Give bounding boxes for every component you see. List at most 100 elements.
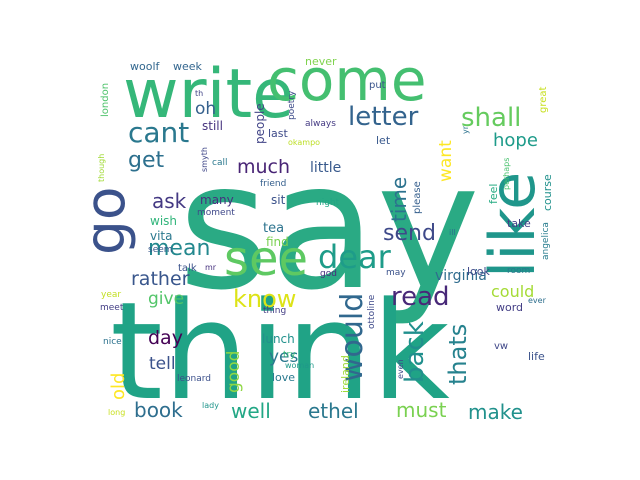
word-could: could: [491, 282, 534, 301]
word-many: many: [200, 193, 234, 207]
word-always: always: [305, 119, 336, 129]
word-would: would: [335, 293, 370, 382]
word-night: night: [316, 198, 340, 208]
word-mean: mean: [148, 236, 210, 261]
word-ask: ask: [152, 189, 187, 213]
word-smyth: smyth: [200, 147, 209, 172]
word-thing: thing: [263, 306, 286, 316]
word-ottoline: ottoline: [367, 294, 377, 329]
word-virginia: virginia: [435, 268, 487, 284]
word-must: must: [396, 398, 447, 422]
word-give: give: [148, 289, 184, 309]
word-dear: dear: [318, 238, 392, 276]
word-read: read: [391, 282, 450, 312]
word-may: may: [386, 268, 406, 278]
word-london: london: [100, 83, 111, 117]
word-vw: vw: [494, 341, 508, 352]
word-never: never: [305, 55, 337, 68]
word-love: love: [272, 371, 295, 384]
word-course: course: [541, 174, 554, 211]
word-week: week: [173, 60, 203, 73]
word-know: know: [233, 285, 296, 313]
word-please: please: [412, 181, 423, 214]
word-seem: seem: [148, 245, 173, 255]
word-room: room: [507, 266, 530, 276]
word-friend: friend: [260, 179, 286, 189]
word-back: back: [400, 321, 430, 383]
word-woman: woman: [285, 361, 314, 370]
word-word: word: [496, 301, 523, 314]
word-time: time: [387, 177, 411, 222]
word-send: send: [383, 221, 436, 246]
word-woolf: woolf: [130, 60, 161, 73]
word-hope: hope: [493, 130, 538, 151]
word-well: well: [231, 399, 271, 423]
word-much: much: [237, 156, 290, 178]
word-find: find: [266, 235, 289, 249]
word-talk: talk: [178, 263, 197, 274]
word-th: th: [195, 89, 203, 98]
word-day: day: [148, 327, 183, 349]
word-vita: vita: [150, 229, 173, 243]
word-still: still: [202, 119, 223, 133]
word-leonard: leonard: [177, 374, 211, 384]
word-like: like: [476, 172, 549, 278]
word-go: go: [73, 186, 137, 255]
word-okampo: okampo: [288, 138, 320, 147]
word-tea: tea: [263, 221, 284, 236]
word-mr: mr: [205, 263, 217, 272]
word-perhaps: perhaps: [502, 158, 511, 190]
word-meet: meet: [100, 303, 124, 313]
word-shall: shall: [461, 103, 521, 133]
word-old: old: [108, 373, 129, 400]
word-angelica: angelica: [541, 222, 551, 260]
word-oh: oh: [195, 99, 216, 119]
word-yr: yr: [461, 125, 470, 134]
word-nice: nice: [103, 337, 122, 347]
word-year: year: [101, 290, 121, 300]
word-ever: ever: [528, 296, 547, 305]
word-want: want: [436, 140, 456, 182]
word-sit: sit: [271, 193, 286, 207]
word-life: life: [528, 350, 545, 363]
word-long: long: [108, 408, 125, 417]
word-thats: thats: [444, 324, 472, 385]
word-rather: rather: [131, 268, 190, 290]
word-good: good: [224, 351, 244, 393]
word-moment: moment: [197, 208, 235, 218]
word-say: say: [178, 126, 480, 329]
word-book: book: [134, 398, 183, 422]
word-ill: ill: [449, 228, 456, 237]
word-call: call: [212, 158, 227, 168]
word-last: last: [268, 127, 289, 140]
word-feel: feel: [487, 184, 500, 204]
word-even: even: [396, 359, 405, 379]
word-get: get: [128, 148, 165, 173]
word-try: try: [283, 350, 296, 360]
word-wish: wish: [150, 214, 177, 228]
word-put: put: [369, 80, 386, 91]
word-lady: lady: [202, 401, 219, 410]
word-though: though: [97, 154, 106, 182]
word-take: take: [507, 217, 531, 230]
word-make: make: [468, 400, 523, 424]
word-lunch: lunch: [262, 332, 295, 346]
word-ethel: ethel: [308, 399, 359, 423]
word-let: let: [376, 134, 391, 147]
word-look: look: [467, 265, 491, 278]
word-come: come: [267, 46, 427, 114]
word-cant: cant: [128, 116, 189, 149]
word-tell: tell: [149, 354, 176, 374]
word-little: little: [310, 160, 341, 176]
word-ireland: ireland: [339, 355, 352, 393]
word-yes: yes: [269, 347, 299, 367]
word-think: think: [110, 273, 450, 430]
word-poetry: poetry: [287, 90, 297, 120]
word-people: people: [253, 103, 267, 144]
word-letter: letter: [348, 102, 419, 132]
word-great: great: [538, 86, 549, 113]
word-write: write: [123, 55, 294, 134]
